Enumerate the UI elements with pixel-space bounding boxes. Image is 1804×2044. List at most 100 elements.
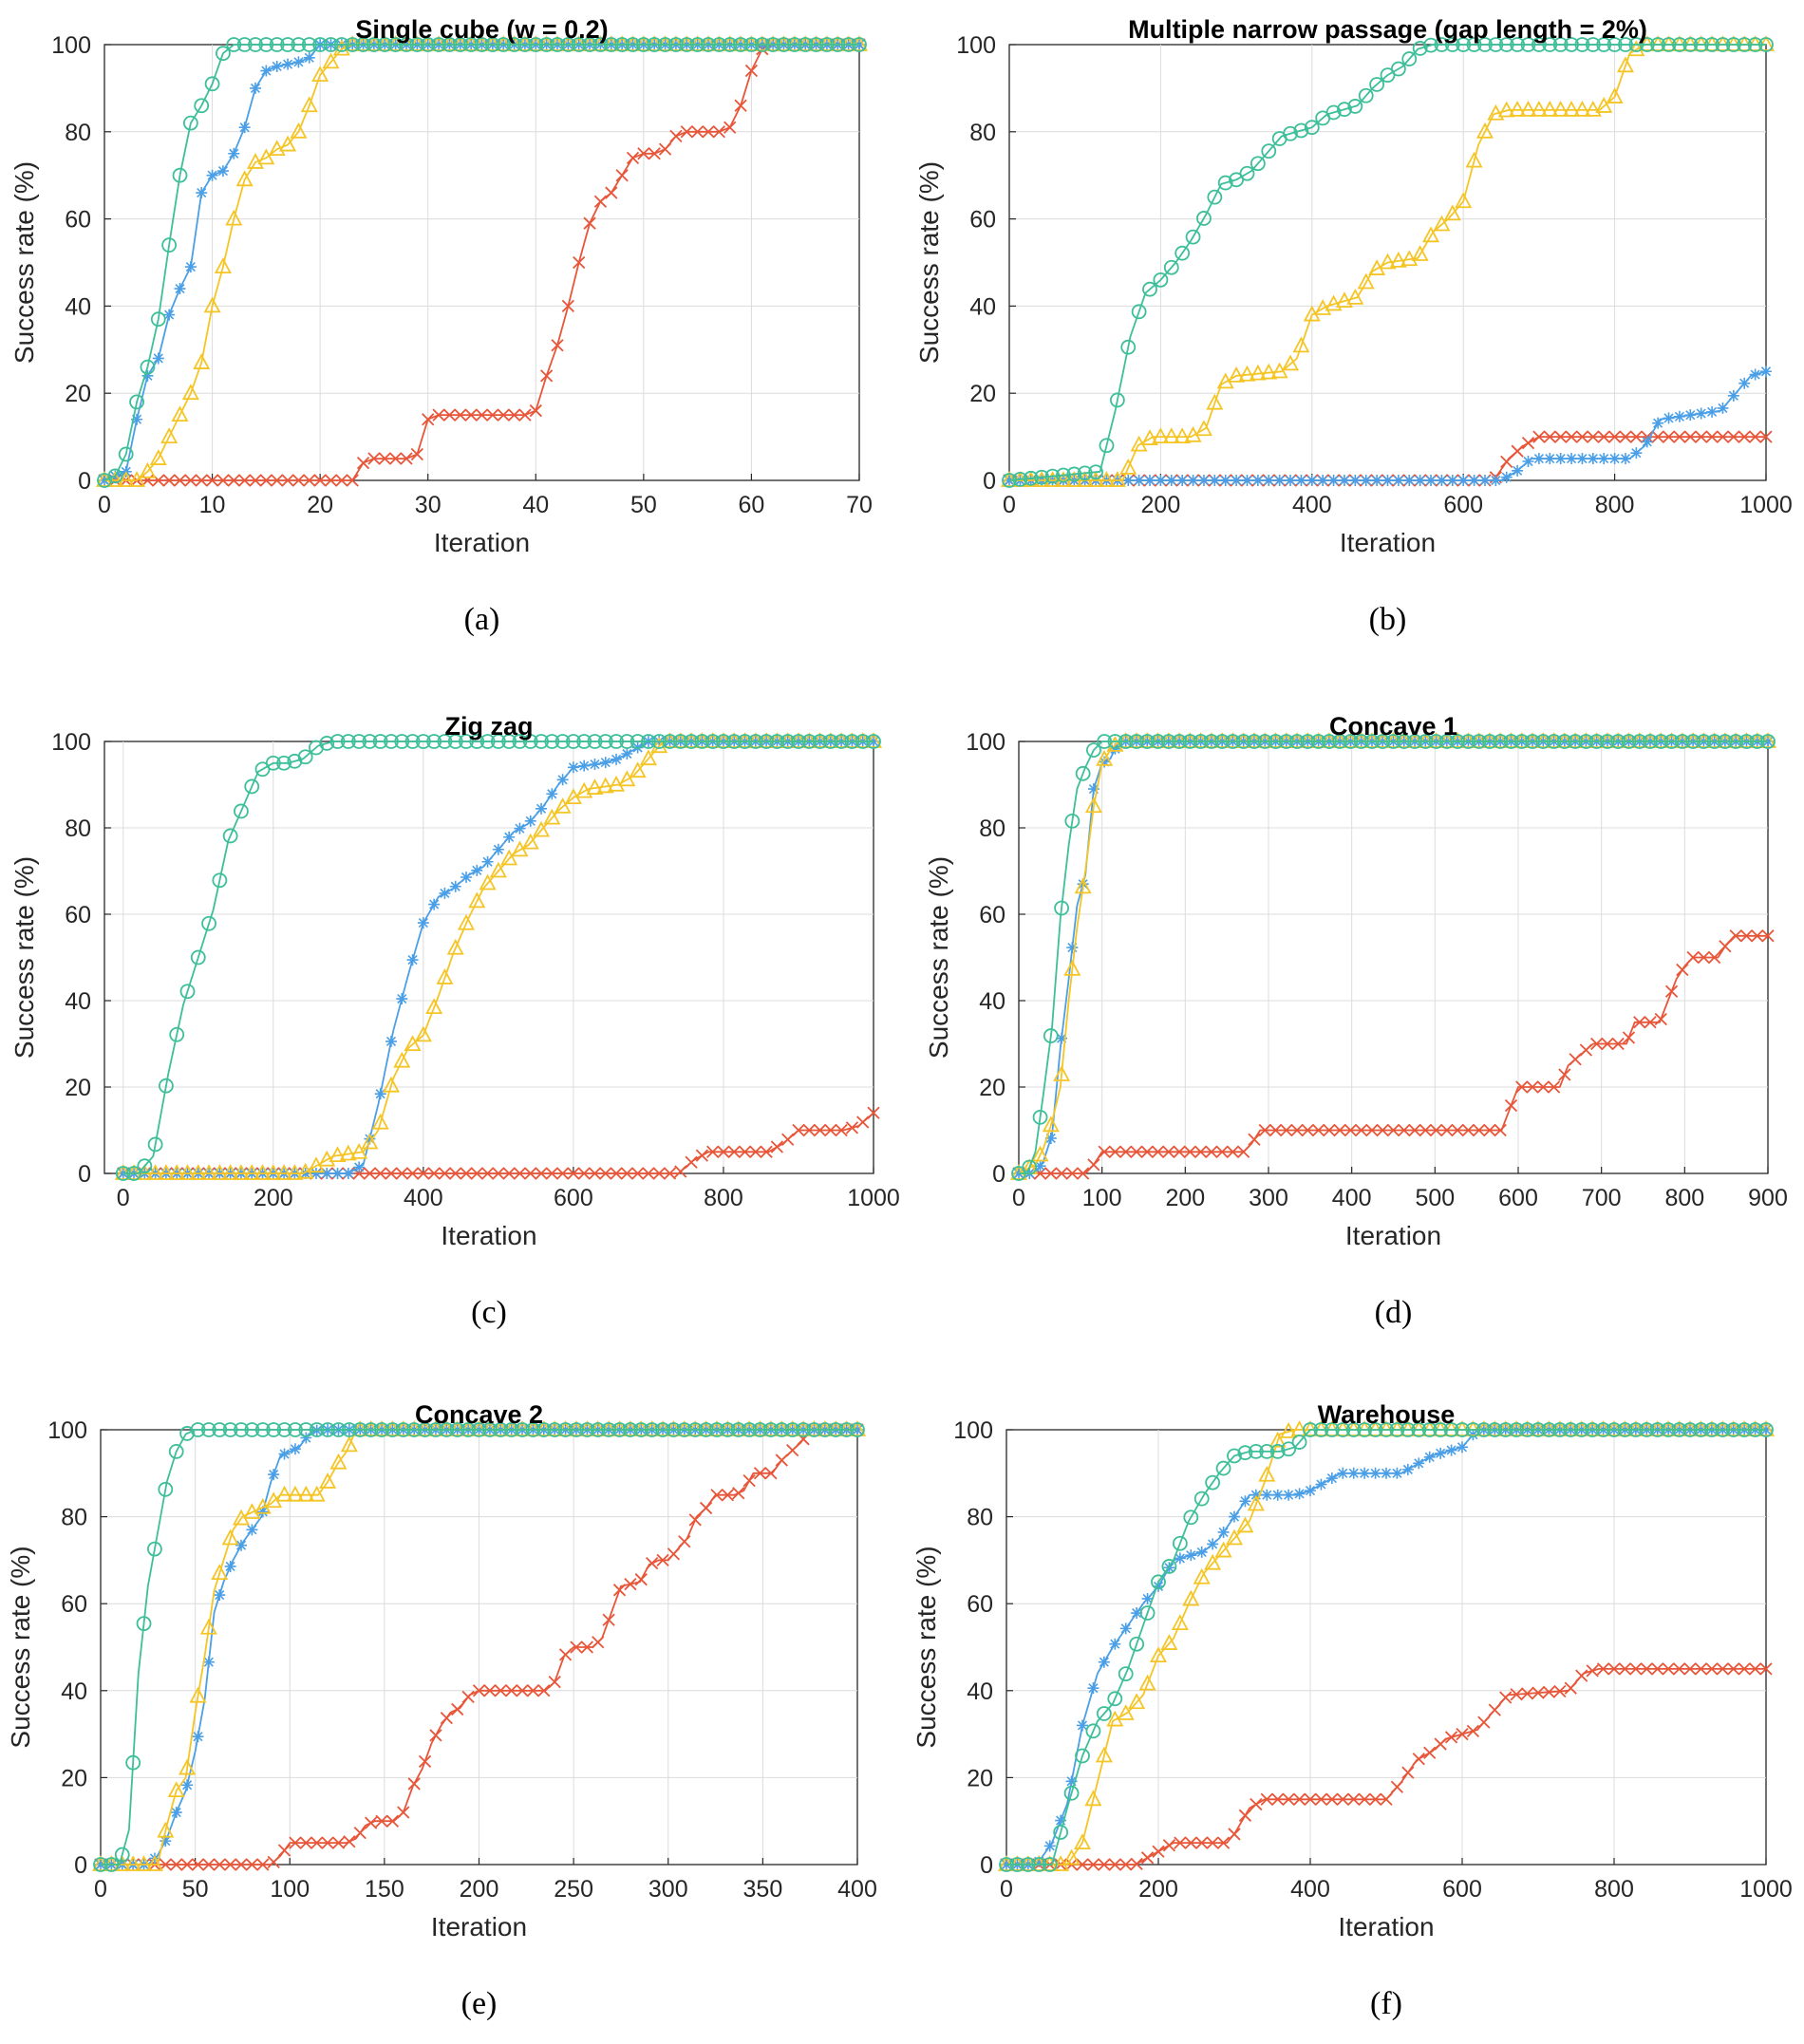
data-point-green <box>385 1422 401 1437</box>
data-point-red <box>346 474 359 487</box>
data-point-green <box>1674 734 1690 749</box>
x-tick-label: 300 <box>1249 1185 1288 1211</box>
data-point-green <box>1497 1422 1513 1437</box>
data-point-red <box>1597 430 1610 443</box>
data-point-green <box>752 1422 768 1437</box>
data-point-red <box>615 169 629 182</box>
data-point-green <box>1443 1422 1459 1437</box>
data-point-red <box>395 1167 408 1180</box>
x-axis-label: Iteration <box>431 1912 527 1941</box>
data-point-red <box>744 64 759 78</box>
data-point-green <box>1411 1422 1427 1437</box>
data-point-red <box>1629 1662 1643 1676</box>
data-point-yellow <box>1084 797 1102 814</box>
data-point-red <box>535 1167 548 1180</box>
data-point-green <box>200 1422 216 1437</box>
data-point-red <box>267 1855 280 1869</box>
data-point-green <box>129 394 144 410</box>
x-tick-label: 300 <box>648 1876 688 1903</box>
data-point-yellow <box>157 1164 175 1180</box>
data-point-red <box>1695 430 1708 443</box>
data-point-green <box>426 734 442 749</box>
data-point-blue <box>1044 1132 1057 1144</box>
data-point-red <box>770 1140 784 1153</box>
data-point-green <box>1715 37 1731 52</box>
data-point-green <box>1214 734 1231 749</box>
x-tick-label: 100 <box>1082 1185 1122 1211</box>
y-tick-label: 20 <box>979 1075 1005 1101</box>
data-point-green <box>301 37 317 52</box>
data-point-yellow <box>1054 471 1072 487</box>
data-point-yellow <box>393 1051 411 1068</box>
data-point-green <box>571 37 587 52</box>
data-point-green <box>1304 120 1320 136</box>
data-point-blue <box>1414 475 1426 486</box>
data-point-red <box>1248 1133 1261 1146</box>
data-point-green <box>103 1857 120 1872</box>
data-point-yellow <box>489 861 507 878</box>
data-point-red <box>1619 430 1632 443</box>
data-point-yellow <box>179 1758 197 1775</box>
data-point-green <box>560 37 576 52</box>
data-point-green <box>651 734 667 749</box>
data-point-green <box>534 734 549 749</box>
data-point-green <box>417 1422 433 1437</box>
data-point-blue <box>282 58 294 70</box>
data-point-green <box>1696 734 1712 749</box>
data-point-green <box>657 37 673 52</box>
y-tick-label: 80 <box>967 1505 993 1531</box>
data-point-red <box>417 1167 430 1180</box>
data-point-red <box>723 121 737 134</box>
x-tick-label: 0 <box>1012 1185 1025 1211</box>
data-point-red <box>1365 1123 1379 1137</box>
data-point-blue <box>1207 1538 1219 1550</box>
y-tick-label: 60 <box>61 1591 87 1618</box>
data-point-red <box>313 474 327 487</box>
plot-area <box>103 741 874 1174</box>
data-point-yellow <box>243 1503 261 1519</box>
data-point-green <box>1552 37 1569 52</box>
data-point-red <box>1654 1012 1667 1026</box>
data-point-blue <box>1587 453 1599 465</box>
data-point-blue <box>406 954 419 966</box>
data-point-red <box>624 1577 637 1591</box>
data-point-green <box>1621 734 1637 749</box>
data-point-red <box>702 125 715 139</box>
data-point-green <box>515 1422 530 1437</box>
data-point-red <box>678 1535 691 1548</box>
data-point-green <box>1649 1422 1665 1437</box>
grid <box>104 741 874 1173</box>
data-point-green <box>1172 734 1187 749</box>
data-point-yellow <box>382 1076 400 1093</box>
data-point-red <box>1564 1681 1577 1695</box>
series-line-yellow <box>104 44 859 481</box>
data-point-red <box>170 1858 183 1871</box>
data-point-red <box>1162 1145 1175 1158</box>
data-point-yellow <box>1108 471 1126 487</box>
data-point-green <box>352 1422 368 1437</box>
data-point-red <box>1376 1123 1389 1137</box>
data-point-red <box>256 1858 270 1871</box>
data-point-red <box>195 474 208 487</box>
data-point-yellow <box>1084 1790 1102 1807</box>
data-point-yellow <box>214 257 232 273</box>
data-point-green <box>737 734 753 749</box>
data-point-green <box>672 734 688 749</box>
data-point-green <box>1193 1491 1210 1507</box>
y-tick-label: 20 <box>65 381 91 407</box>
data-point-red <box>235 1858 248 1871</box>
data-point-blue <box>1478 475 1491 486</box>
data-point-blue <box>228 147 240 159</box>
data-point-blue <box>202 1656 215 1668</box>
data-point-green <box>1227 1448 1242 1464</box>
data-point-green <box>852 37 867 52</box>
series-red <box>1012 929 1775 1180</box>
data-point-blue <box>292 56 305 68</box>
data-point-blue <box>1055 1814 1067 1827</box>
data-point-blue <box>514 822 526 834</box>
data-point-blue <box>1209 475 1221 486</box>
data-point-blue <box>1630 447 1643 459</box>
data-point-green <box>1465 1422 1481 1437</box>
x-tick-label: 600 <box>1443 492 1483 518</box>
data-point-green <box>1375 734 1391 749</box>
